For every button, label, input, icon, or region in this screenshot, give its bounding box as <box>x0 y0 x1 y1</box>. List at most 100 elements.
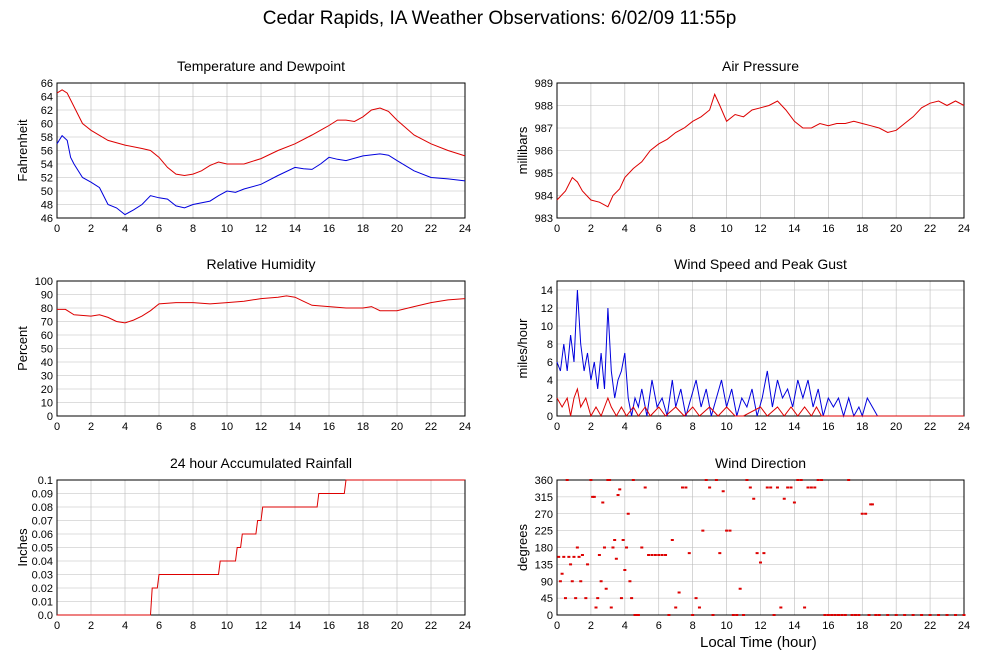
y-axis-label: degrees <box>515 524 530 571</box>
x-tick-label: 12 <box>754 223 766 235</box>
data-point <box>837 614 841 616</box>
x-tick-label: 14 <box>788 421 800 433</box>
data-point <box>589 479 593 481</box>
data-point <box>614 557 618 560</box>
y-tick-label: 46 <box>41 213 53 225</box>
x-tick-label: 18 <box>357 620 369 632</box>
data-point <box>631 479 635 481</box>
x-tick-label: 10 <box>221 421 233 433</box>
data-point <box>850 614 854 616</box>
chart-title: 24 hour Accumulated Rainfall <box>170 455 352 471</box>
data-point <box>563 597 567 600</box>
data-point <box>755 552 759 555</box>
data-point <box>670 539 674 541</box>
x-tick-label: 10 <box>221 223 233 235</box>
x-tick-label: 6 <box>656 421 662 433</box>
data-point <box>608 479 612 481</box>
y-tick-label: 270 <box>535 509 553 521</box>
y-tick-label: 52 <box>41 173 53 185</box>
chart-title: Temperature and Dewpoint <box>177 58 345 74</box>
x-tick-label: 16 <box>822 223 834 235</box>
y-tick-label: 0.1 <box>38 475 53 487</box>
y-axis-label: millibars <box>515 126 530 174</box>
y-tick-label: 50 <box>41 186 53 198</box>
x-tick-label: 16 <box>323 620 335 632</box>
data-point <box>735 614 739 616</box>
data-point <box>621 539 625 541</box>
data-point <box>684 486 688 489</box>
x-tick-label: 22 <box>924 421 936 433</box>
data-point <box>752 497 756 500</box>
data-point <box>765 486 769 489</box>
x-tick-label: 0 <box>554 223 560 235</box>
plot-frame <box>556 280 965 417</box>
y-tick-label: 0 <box>47 411 53 423</box>
y-tick-label: 10 <box>41 398 53 410</box>
data-point <box>867 614 871 616</box>
chart-title: Air Pressure <box>722 58 799 74</box>
x-tick-label: 14 <box>788 223 800 235</box>
data-point <box>558 580 562 583</box>
data-point <box>731 614 735 616</box>
data-point <box>728 529 732 532</box>
data-point <box>945 614 949 616</box>
x-tick-label: 16 <box>822 620 834 632</box>
x-tick-label: 2 <box>588 223 594 235</box>
data-point <box>586 563 590 566</box>
data-point <box>833 614 837 616</box>
data-point <box>962 614 966 616</box>
y-axis-label: Percent <box>15 326 30 371</box>
data-point <box>799 479 803 481</box>
x-tick-label: 0 <box>54 223 60 235</box>
data-point <box>674 606 678 609</box>
y-tick-label: 360 <box>535 475 553 487</box>
data-point <box>602 546 606 549</box>
data-point <box>853 614 857 616</box>
shared-x-axis-label: Local Time (hour) <box>700 634 817 651</box>
y-tick-label: 40 <box>41 357 53 369</box>
data-point <box>701 529 705 532</box>
x-tick-label: 14 <box>788 620 800 632</box>
x-tick-label: 0 <box>54 620 60 632</box>
data-point <box>782 497 786 500</box>
data-point <box>697 606 701 609</box>
data-point <box>718 552 722 555</box>
data-point <box>591 495 595 498</box>
data-point <box>575 546 579 549</box>
y-tick-label: 8 <box>547 339 553 351</box>
data-point <box>664 554 668 556</box>
x-tick-label: 2 <box>88 620 94 632</box>
x-tick-label: 14 <box>289 223 301 235</box>
x-tick-label: 10 <box>720 223 732 235</box>
y-tick-label: 48 <box>41 200 53 212</box>
y-tick-label: 14 <box>541 285 553 297</box>
y-tick-label: 135 <box>535 559 553 571</box>
x-tick-label: 24 <box>459 223 471 235</box>
x-tick-label: 0 <box>54 421 60 433</box>
data-point <box>920 614 924 616</box>
data-point <box>640 546 644 549</box>
x-tick-label: 6 <box>156 620 162 632</box>
y-tick-label: 54 <box>41 159 53 171</box>
data-point <box>636 614 640 616</box>
x-tick-label: 18 <box>856 421 868 433</box>
data-point <box>657 554 661 556</box>
series-line-red <box>57 295 466 324</box>
data-point <box>613 539 617 541</box>
data-point <box>870 503 874 506</box>
data-point <box>894 614 898 616</box>
data-point <box>772 614 776 616</box>
data-point <box>820 479 824 481</box>
x-tick-label: 4 <box>122 421 128 433</box>
chart-title: Relative Humidity <box>207 256 316 272</box>
data-point <box>714 479 718 481</box>
data-point <box>840 614 844 616</box>
data-point <box>738 587 742 590</box>
data-point <box>874 614 878 616</box>
data-point <box>877 614 881 616</box>
x-tick-label: 4 <box>122 223 128 235</box>
series-line-red <box>56 89 466 177</box>
data-point <box>572 555 576 558</box>
